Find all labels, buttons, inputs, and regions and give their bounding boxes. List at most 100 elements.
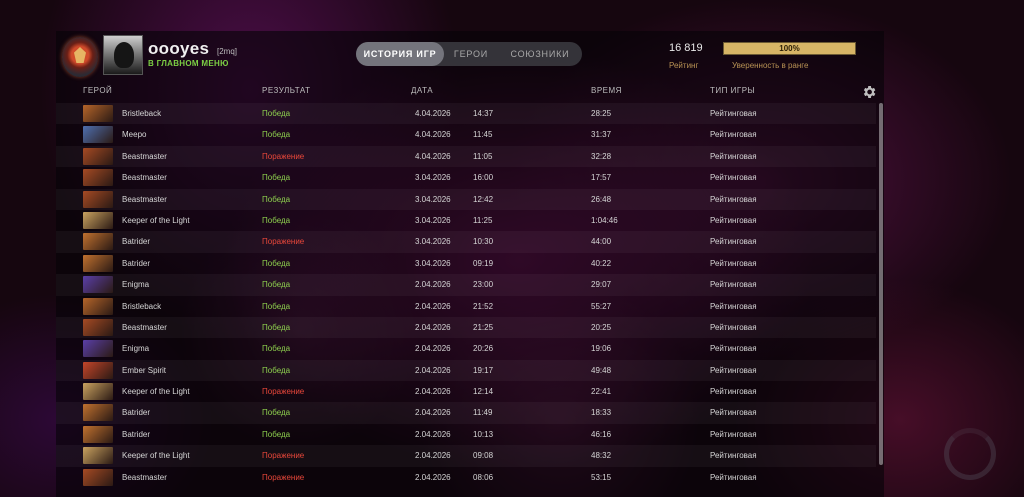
hero-portrait-icon (83, 105, 113, 122)
game-type: Рейтинговая (710, 387, 757, 397)
player-tag: [2mq] (217, 47, 238, 56)
table-row[interactable]: Enigma Победа 2.04.2026 20:26 19:06 Рейтингов… (56, 338, 876, 359)
game-type: Рейтинговая (710, 173, 757, 183)
scrollbar[interactable] (879, 103, 883, 465)
match-start-time: 09:08 (473, 451, 494, 461)
hero-portrait-icon (83, 318, 113, 336)
match-start-time: 21:52 (473, 301, 494, 311)
column-hero[interactable]: ГЕРОЙ (83, 86, 113, 95)
hero-portrait-icon (83, 190, 113, 208)
match-date: 2.04.2026 (415, 451, 451, 461)
gear-icon[interactable] (861, 84, 877, 100)
hero-portrait-icon (83, 447, 113, 465)
table-row[interactable]: Meepo Победа 4.04.2026 11:45 31:37 Рейтингова… (56, 124, 876, 145)
tab-bar: ИСТОРИЯ ИГР ГЕРОИ СОЮЗНИКИ (356, 42, 582, 66)
match-duration: 17:57 (591, 173, 612, 183)
table-row[interactable]: Beastmaster Поражение 4.04.2026 11:05 32:28 Р… (56, 145, 876, 168)
hero-portrait-icon (83, 169, 113, 187)
avatar[interactable] (103, 35, 143, 75)
match-result: Победа (262, 301, 291, 311)
table-row[interactable]: Enigma Победа 2.04.2026 23:00 29:07 Рейтингов… (56, 274, 876, 296)
match-duration: 40:22 (591, 258, 612, 268)
match-start-time: 11:25 (473, 215, 493, 225)
hero-portrait-icon (83, 147, 113, 165)
tab-heroes[interactable]: ГЕРОИ (453, 49, 489, 59)
table-row[interactable]: Batrider Победа 2.04.2026 10:13 46:16 Рейтинг… (56, 424, 876, 445)
hero-name: Ember Spirit (122, 365, 167, 375)
rating-value: 16 819 (669, 42, 703, 54)
table-row[interactable]: Keeper of the Light Поражение 2.04.2026 12:… (56, 381, 876, 402)
match-start-time: 12:42 (473, 194, 494, 204)
match-duration: 48:32 (591, 451, 612, 461)
match-date: 2.04.2026 (415, 429, 451, 439)
match-date: 3.04.2026 (415, 194, 451, 204)
match-duration: 31:37 (591, 130, 612, 140)
table-row[interactable]: Keeper of the Light Победа 3.04.2026 11:25 1… (56, 210, 876, 231)
column-duration[interactable]: ВРЕМЯ (591, 86, 622, 95)
match-result: Поражение (262, 151, 305, 161)
match-duration: 1:04:46 (591, 215, 618, 225)
column-game-type[interactable]: ТИП ИГРЫ (710, 86, 756, 95)
match-history-panel: oooyes [2mq] В ГЛАВНОМ МЕНЮ ИСТОРИЯ ИГР … (56, 31, 884, 497)
table-row[interactable]: Beastmaster Победа 3.04.2026 12:42 26:48 Рейт… (56, 188, 876, 210)
table-row[interactable]: Batrider Победа 2.04.2026 11:49 18:33 Рейтинг… (56, 402, 876, 424)
hero-portrait-icon (83, 340, 113, 358)
hero-name: Enigma (122, 344, 150, 354)
rating-label: Рейтинг (669, 61, 699, 70)
match-result: Победа (262, 280, 291, 290)
match-start-time: 08:06 (473, 472, 494, 482)
player-name[interactable]: oooyes (148, 39, 210, 58)
match-list: Bristleback Победа 4.04.2026 14:37 28:25 Рейт… (56, 103, 876, 488)
table-row[interactable]: Beastmaster Победа 3.04.2026 16:00 17:57 Рейт… (56, 167, 876, 188)
table-row[interactable]: Bristleback Победа 4.04.2026 14:37 28:25 Рейт… (56, 103, 876, 125)
match-start-time: 19:17 (473, 365, 494, 375)
match-start-time: 09:19 (473, 258, 494, 268)
match-start-time: 10:30 (473, 237, 494, 247)
game-type: Рейтинговая (710, 472, 757, 482)
scrollbar-thumb[interactable] (879, 103, 883, 465)
match-duration: 49:48 (591, 365, 612, 375)
rank-confidence-label: Уверенность в ранге (732, 61, 809, 70)
table-row[interactable]: Bristleback Победа 2.04.2026 21:52 55:27 Рейт… (56, 296, 876, 317)
match-date: 2.04.2026 (415, 387, 451, 397)
game-type: Рейтинговая (710, 280, 757, 290)
game-type: Рейтинговая (710, 237, 757, 247)
match-date: 2.04.2026 (415, 365, 451, 375)
hero-portrait-icon (83, 404, 113, 422)
game-type: Рейтинговая (710, 322, 757, 332)
match-duration: 55:27 (591, 301, 612, 311)
tab-allies[interactable]: СОЮЗНИКИ (510, 49, 570, 59)
hero-name: Meepo (122, 130, 147, 140)
rank-confidence-fill (724, 43, 855, 54)
hero-name: Beastmaster (122, 151, 167, 161)
table-row[interactable]: Beastmaster Победа 2.04.2026 21:25 20:25 Рейт… (56, 316, 876, 339)
match-result: Победа (262, 258, 291, 268)
game-type: Рейтинговая (710, 301, 757, 311)
match-date: 3.04.2026 (415, 215, 451, 225)
table-row[interactable]: Keeper of the Light Поражение 2.04.2026 09:… (56, 445, 876, 467)
match-result: Поражение (262, 472, 305, 482)
hero-portrait-icon (83, 383, 113, 401)
match-result: Победа (262, 109, 291, 118)
game-type: Рейтинговая (710, 365, 757, 375)
rank-medal-icon[interactable] (62, 37, 98, 77)
hero-portrait-icon (83, 211, 113, 229)
match-result: Победа (262, 215, 291, 225)
match-duration: 28:25 (591, 109, 612, 118)
table-row[interactable]: Batrider Поражение 3.04.2026 10:30 44:00 Рейт… (56, 231, 876, 253)
table-row[interactable]: Ember Spirit Победа 2.04.2026 19:17 49:48 Рей… (56, 359, 876, 382)
column-result[interactable]: РЕЗУЛЬТАТ (262, 86, 311, 95)
column-date[interactable]: ДАТА (411, 86, 434, 95)
game-type: Рейтинговая (710, 215, 757, 225)
hero-portrait-icon (83, 276, 113, 294)
tab-match-history[interactable]: ИСТОРИЯ ИГР (356, 42, 444, 66)
hero-name: Beastmaster (122, 173, 167, 183)
table-row[interactable]: Beastmaster Поражение 2.04.2026 08:06 53:15 Р… (56, 467, 876, 488)
match-start-time: 20:26 (473, 344, 494, 354)
game-type: Рейтинговая (710, 258, 757, 268)
hero-portrait-icon (83, 468, 113, 486)
game-type: Рейтинговая (710, 344, 757, 354)
match-duration: 29:07 (591, 280, 612, 290)
table-row[interactable]: Batrider Победа 3.04.2026 09:19 40:22 Рейтинг… (56, 253, 876, 274)
match-duration: 20:25 (591, 322, 612, 332)
